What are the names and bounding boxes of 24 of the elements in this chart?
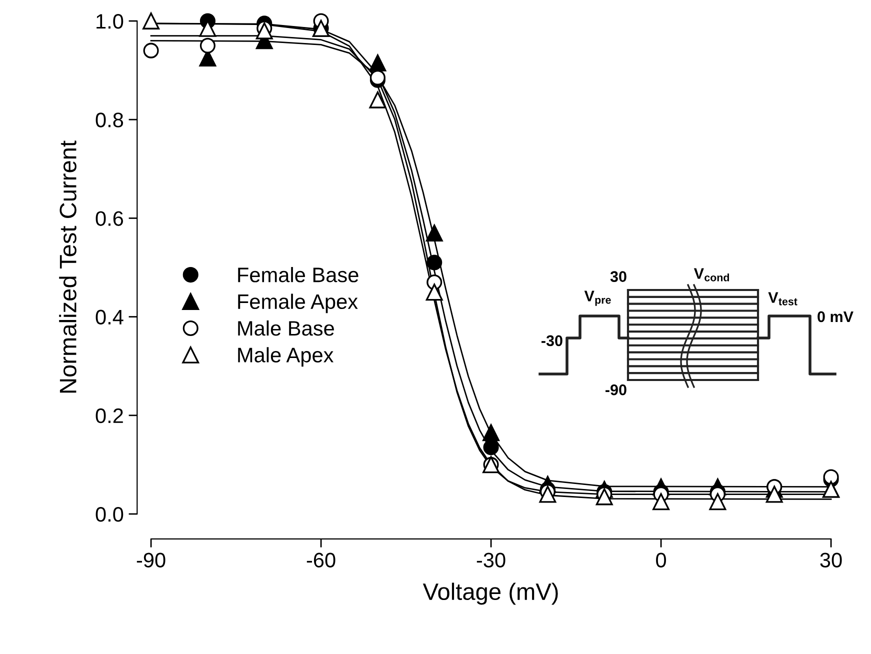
x-tick-label: -30 <box>476 552 506 568</box>
y-tick-label: 0.8 <box>96 112 124 128</box>
y-tick-label: 0.6 <box>96 211 124 226</box>
y-tick-label: 0.2 <box>96 408 123 424</box>
annotation: V$_{cond}$ <box>694 268 729 282</box>
y-tick-label: 0.4 <box>96 310 124 325</box>
x-tick-label: -60 <box>306 552 336 568</box>
annotation: 30 <box>610 271 626 282</box>
annotation: V$_{test}$ <box>768 292 798 306</box>
legend-label: Male Base <box>238 320 334 336</box>
y-tick-label: 0.0 <box>96 506 124 522</box>
annotation: -30 <box>542 335 562 346</box>
annotation: 0 mV <box>818 311 854 322</box>
legend-label: Female Apex <box>238 294 358 314</box>
x-tick-label: 0 <box>656 552 666 568</box>
x-axis-title: Voltage (mV) <box>422 582 558 605</box>
annotation: V$_{pre}$ <box>584 290 611 306</box>
legend-label: Male Apex <box>238 347 334 367</box>
y-axis-title: Normalized Test Current <box>59 140 76 393</box>
annotation: -90 <box>606 384 626 396</box>
legend-label: Female Base <box>238 267 358 282</box>
y-tick-label: 1.0 <box>96 14 124 29</box>
x-tick-label: 30 <box>820 552 842 568</box>
x-tick-label: -90 <box>136 552 166 568</box>
